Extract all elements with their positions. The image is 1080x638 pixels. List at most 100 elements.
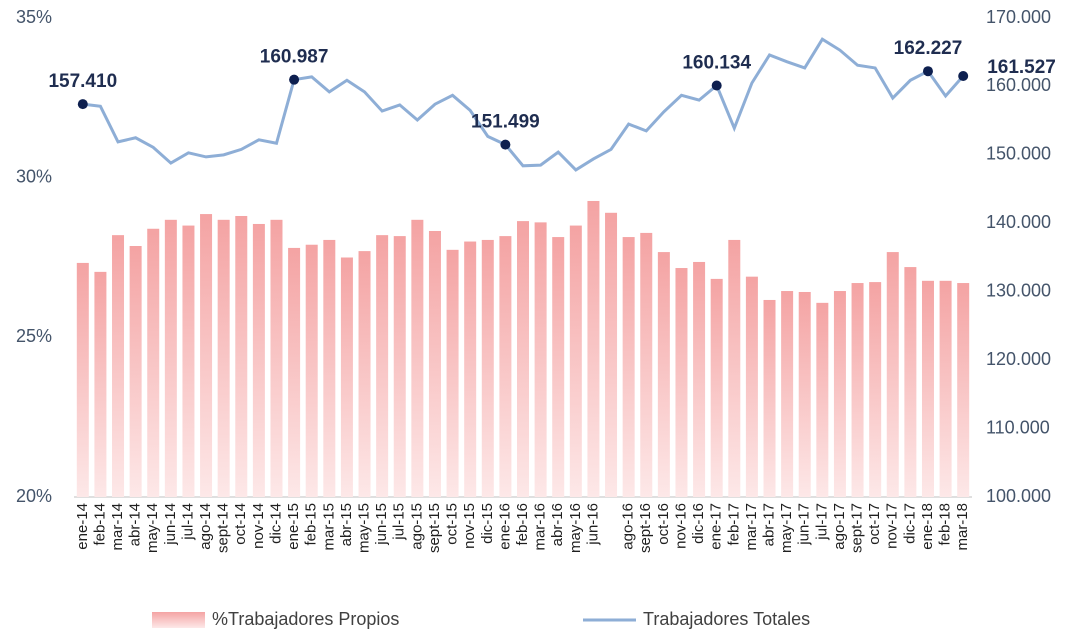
x-tick-label: abr-16 [549,503,566,546]
x-tick-label: sept-14 [215,503,232,553]
bar [305,244,318,497]
bar [816,302,829,497]
y-tick-label: 20% [16,486,52,506]
bar [376,235,389,497]
x-tick-label: dic-15 [479,503,496,544]
x-tick-label: feb-17 [725,503,742,546]
point-marker [958,70,969,81]
bar [904,267,917,497]
x-tick-label: feb-15 [303,503,320,546]
x-tick-label: sept-16 [637,503,654,553]
bar [481,239,494,498]
y2-tick-label: 130.000 [986,280,1051,300]
x-tick-label: ene-16 [496,503,513,550]
point-marker [500,139,511,150]
bar [833,291,846,497]
x-tick-label: ago-14 [197,503,214,550]
x-tick-label: nov-17 [884,503,901,549]
x-tick-label: may-17 [778,503,795,553]
x-tick-label: mar-14 [109,503,126,551]
bar [200,214,213,497]
bar [235,215,248,497]
x-tick-label: oct-17 [866,503,883,545]
x-tick-label: jun-15 [373,503,390,546]
y-tick-label: 35% [16,7,52,27]
x-tick-label: jun-16 [584,503,601,546]
bar [939,280,952,497]
y2-tick-label: 140.000 [986,212,1051,232]
bar [76,262,89,497]
x-tick-label: sept-17 [849,503,866,553]
point-marker [289,74,300,85]
bar [411,219,424,497]
x-tick-label: ago-15 [408,503,425,550]
legend-swatch [152,612,205,628]
bar [745,276,758,497]
y-tick-label: 30% [16,166,52,186]
bar [622,237,635,497]
x-tick-label: may-14 [144,503,161,553]
x-tick-label: may-15 [355,503,372,553]
bar [957,283,970,497]
x-tick-label: abr-17 [760,503,777,546]
bar [164,219,177,497]
point-marker [711,80,722,91]
point-marker [77,99,88,110]
bar [569,225,582,498]
y2-tick-label: 110.000 [986,417,1050,437]
bar [147,228,160,497]
bar [428,230,441,497]
x-tick-label: ago-17 [831,503,848,550]
data-label: 161.527 [987,57,1056,78]
bar [464,241,477,497]
bar [323,239,336,498]
x-tick-label: ene-18 [919,503,936,550]
x-tick-label: abr-15 [338,503,355,546]
point-marker [922,66,933,77]
data-label: 160.987 [260,47,329,68]
x-tick-label: ago-16 [620,503,637,550]
x-tick-label: feb-16 [514,503,531,546]
bar [534,222,547,497]
x-tick-label: nov-16 [672,503,689,549]
y2-tick-label: 120.000 [986,349,1051,369]
bar [763,299,776,497]
bar [657,252,670,497]
bar [340,257,353,497]
bar [393,236,406,497]
x-tick-label: dic-17 [901,503,918,544]
bar [112,235,125,497]
x-tick-label: mar-16 [532,503,549,551]
x-tick-label: may-16 [567,503,584,553]
bar [640,232,653,498]
x-tick-label: ene-14 [74,503,91,550]
x-tick-label: dic-14 [267,503,284,544]
bar [517,221,529,497]
bar [798,291,811,497]
line [82,37,965,172]
data-label: 151.499 [471,112,540,133]
bar [252,223,265,497]
x-tick-label: dic-16 [690,503,707,544]
x-tick-label: oct-14 [232,503,249,545]
x-tick-label: oct-16 [655,503,672,545]
bar [675,268,688,497]
x-tick-label: jun-14 [162,503,179,546]
legend-label: Trabajadores Totales [643,609,810,629]
bar [552,237,565,497]
data-label: 160.134 [682,53,751,74]
bar [288,247,301,497]
bar [886,252,899,497]
y2-tick-label: 160.000 [986,75,1051,95]
x-tick-label: jul-17 [813,503,830,541]
x-tick-label: nov-14 [250,503,267,549]
x-tick-label: mar-18 [954,503,971,551]
bar [182,225,195,498]
bar [605,212,618,497]
bar [129,246,142,497]
data-label: 157.410 [48,71,117,92]
data-label: 162.227 [894,38,963,59]
x-tick-label: mar-17 [743,503,760,551]
y-tick-label: 25% [16,326,52,346]
